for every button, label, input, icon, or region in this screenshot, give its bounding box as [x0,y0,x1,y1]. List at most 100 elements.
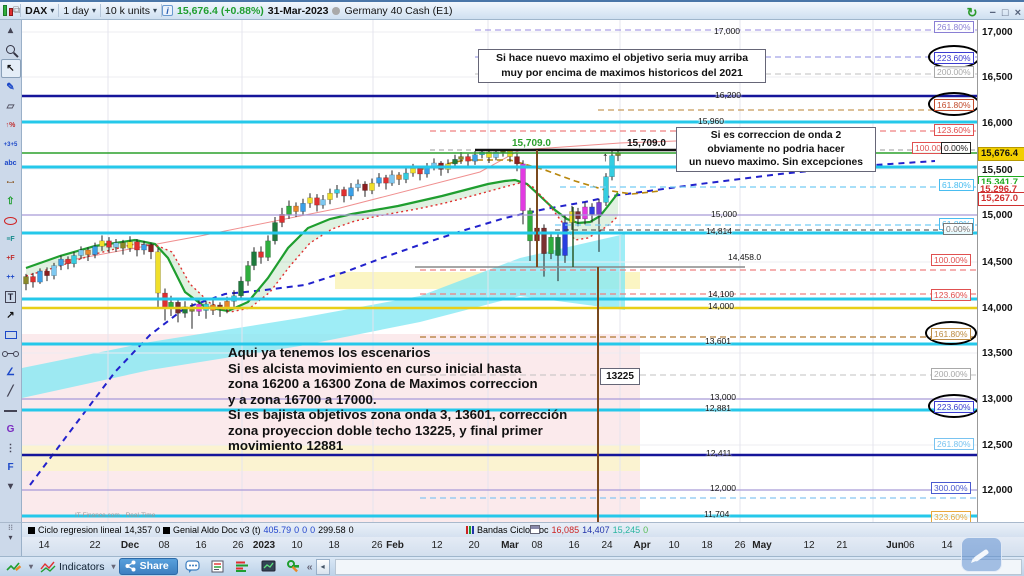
annotation-box-new-high[interactable]: Si hace nuevo maximo el objetivo seria m… [478,49,766,83]
current-price-tag: 15,267.0 [978,192,1024,206]
candle [534,227,540,242]
horizontal-line-tool[interactable] [1,401,21,420]
minimize-button[interactable]: − [989,7,996,19]
info-icon[interactable]: i [162,5,173,16]
candle [106,240,112,248]
divider [100,4,102,17]
indicator-legend-item[interactable]: Genial Aldo Doc v3 (t) 405.79 0 0 0 299.58 0 [163,525,354,535]
chevron-down-icon[interactable]: ▾ [111,562,116,571]
rectangle-tool[interactable] [1,325,21,344]
close-button[interactable]: × [1014,7,1021,19]
link-chart-icon[interactable]: ⧉ [13,5,21,16]
candle [217,304,223,309]
fib-level-label: 223.60% [934,401,974,413]
fib-extension-tool[interactable]: +F [1,249,21,268]
up-arrow-tool[interactable]: ⇧ [1,192,21,211]
symbol-selector[interactable]: DAX ▾ [21,5,58,17]
more-tools[interactable]: ▾ [1,477,21,496]
tools-button[interactable] [283,558,304,575]
arrow-tool[interactable]: ↗ [1,306,21,325]
candle [127,241,133,249]
abc-correction-tool-icon: abc [4,160,17,167]
annotation-box-wave2[interactable]: Si es correccion de onda 2 obviamente no… [676,127,876,172]
cursor-tool[interactable]: ↖ [0,59,21,78]
elliott-wave-tool[interactable]: +3+5 [1,135,21,154]
abc-correction-tool[interactable]: abc [1,154,21,173]
annotation-line: un nuevo maximo. Sin excepciones [689,157,863,168]
peak-price-label-right: 15,709.0 [627,138,666,149]
annotation-label-13225[interactable]: 13225 [600,368,640,385]
trendline-tool-icon: ✎ [6,82,15,93]
khaki-ma-dashed [417,159,661,195]
vertical-segment-tool[interactable]: ⋮ [1,439,21,458]
candle [320,199,326,206]
workspace-button[interactable] [257,558,280,575]
percent-change-tool-icon: ↑% [5,122,16,129]
gann-fan-tool[interactable]: G [1,420,21,439]
share-label: Share [139,560,169,572]
time-tick-label: 12 [431,540,443,551]
annotation-scenarios-text[interactable]: Aqui ya tenemos los escenarios Si es alc… [228,345,567,454]
time-axis[interactable]: 14 22 Dec 08 16 26 2023 10 18 26 Feb 12 20 Mar 08 16 24 A… [22,537,1024,556]
price-axis[interactable]: 17,000 16,500 16,000 15,500 15,000 14,500 14,0… [977,20,1024,522]
timeframe-selector[interactable]: 1 day ▾ [59,5,100,17]
share-button[interactable]: Share [118,558,178,575]
chevron-down-icon[interactable]: ▾ [29,562,34,571]
collapse-toolbar-button[interactable]: « [306,560,313,573]
zoom-tool[interactable] [1,40,21,59]
news-button[interactable] [207,558,228,575]
dots-icon: ⁝⁝ [7,523,14,532]
share-icon [125,560,136,572]
restore-button[interactable]: □ [1001,7,1009,19]
angle-tool[interactable]: ∠ [1,363,21,382]
link-tool[interactable]: •–• [1,173,21,192]
units-selector[interactable]: 10 k units ▾ [101,5,161,17]
fib-retracement-tool[interactable]: ≡F [1,230,21,249]
chat-bubble-icon [185,560,200,573]
fib-level-label: 123.60% [931,289,971,301]
candle [327,192,333,200]
candle [210,304,216,311]
market-status-icon [332,6,341,15]
indicators-button[interactable]: Indicators [36,558,109,575]
fib-projection-tool[interactable]: ++ [1,268,21,287]
chat-button[interactable] [181,558,204,575]
scroll-left-button[interactable]: ◂ [315,558,330,575]
ellipse-tool[interactable] [1,211,21,230]
candle [417,168,423,175]
chart-scrollbar[interactable] [334,558,1022,575]
candle [383,177,389,184]
time-tick-label: 22 [89,540,101,551]
platform-logo-overlay[interactable] [961,537,1002,572]
indicator-legend-text: 14,407 [582,525,610,535]
cursor-tool-icon: ↖ [6,63,15,74]
fib-level-label: 261.80% [934,21,974,33]
text-tool[interactable]: T [1,287,21,306]
ruler-tool-icon: ▱ [6,101,15,112]
annotation-line: Aqui ya tenemos los escenarios [228,345,431,360]
collapse-toolbar[interactable]: ▴ [1,21,21,40]
indicator-legend-item[interactable]: Ciclo regresion lineal 14,357 0 [28,525,160,535]
refresh-icon[interactable]: ↻ [966,5,978,20]
monitor-chart-icon [261,560,276,572]
indicators-icon [40,561,56,573]
indicator-legend-item[interactable]: Bandas Ciclo Doc 16,085 14,407 15,245 0 [466,525,648,535]
diagonal-line-tool[interactable]: ╱ [1,382,21,401]
candle [141,244,147,251]
fib-fan-tool[interactable]: F [1,458,21,477]
axis-corner-button[interactable]: ⁝⁝ ▾ [0,522,22,556]
axis-tick-label: 14,500 [982,257,1013,268]
detach-window-icon[interactable] [530,525,540,534]
draw-mode-button[interactable] [2,558,26,576]
trendline-tool[interactable]: ✎ [1,78,21,97]
candle [307,197,313,204]
market-depth-button[interactable] [231,558,254,575]
segment-tool[interactable] [1,344,21,363]
percent-change-tool[interactable]: ↑% [1,116,21,135]
ruler-tool[interactable]: ▱ [1,97,21,116]
axis-tick-label: 15,500 [982,165,1013,176]
fib-label-circled: 161.80% [925,321,977,345]
annotation-line: obviamente no podria hacer [707,143,845,155]
chevron-down-icon: ▾ [152,6,157,15]
